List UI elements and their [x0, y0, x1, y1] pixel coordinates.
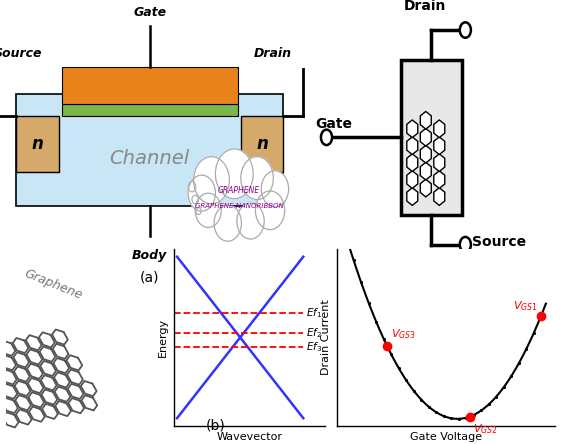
- Text: Body: Body: [132, 249, 167, 262]
- Circle shape: [188, 175, 215, 211]
- Text: n: n: [256, 135, 268, 153]
- Circle shape: [192, 195, 199, 204]
- Text: Source: Source: [471, 235, 526, 250]
- FancyBboxPatch shape: [241, 116, 283, 172]
- Text: Drain: Drain: [254, 47, 292, 60]
- Text: Ef$_1$: Ef$_1$: [306, 306, 323, 320]
- Circle shape: [196, 208, 201, 214]
- FancyBboxPatch shape: [16, 95, 283, 206]
- Circle shape: [255, 191, 285, 230]
- X-axis label: Gate Voltage: Gate Voltage: [410, 432, 482, 442]
- Circle shape: [194, 157, 229, 204]
- Circle shape: [460, 22, 471, 38]
- Circle shape: [237, 203, 264, 239]
- Circle shape: [215, 149, 253, 199]
- Text: GRAPHENE NANORIBBON: GRAPHENE NANORIBBON: [195, 203, 283, 209]
- Circle shape: [195, 193, 221, 227]
- Circle shape: [188, 182, 196, 192]
- Circle shape: [214, 205, 241, 241]
- Text: Graphene: Graphene: [22, 267, 84, 302]
- Text: n: n: [31, 135, 43, 153]
- Text: $V_{GS1}$: $V_{GS1}$: [513, 299, 538, 313]
- Circle shape: [321, 130, 332, 145]
- Circle shape: [460, 237, 471, 252]
- FancyBboxPatch shape: [401, 60, 462, 214]
- Text: $V_{GS3}$: $V_{GS3}$: [391, 328, 416, 341]
- Text: Ef$_2$: Ef$_2$: [306, 326, 323, 340]
- X-axis label: Wavevector: Wavevector: [217, 432, 283, 442]
- Circle shape: [261, 171, 288, 207]
- Text: (a): (a): [140, 270, 159, 285]
- Text: (b): (b): [206, 419, 226, 433]
- FancyBboxPatch shape: [16, 116, 58, 172]
- Y-axis label: Energy: Energy: [158, 318, 168, 357]
- Y-axis label: Drain Current: Drain Current: [321, 300, 331, 375]
- Text: Channel: Channel: [109, 149, 190, 168]
- FancyBboxPatch shape: [62, 67, 237, 104]
- Circle shape: [241, 157, 273, 200]
- Text: Drain: Drain: [404, 0, 447, 13]
- Text: Gate: Gate: [316, 117, 353, 131]
- Text: $V_{GS2}$: $V_{GS2}$: [472, 423, 498, 436]
- Text: Ef$_3$: Ef$_3$: [306, 340, 323, 354]
- Text: Gate: Gate: [133, 6, 166, 20]
- FancyBboxPatch shape: [62, 104, 237, 116]
- Text: Source: Source: [0, 47, 42, 60]
- Text: GRAPHENE: GRAPHENE: [218, 186, 260, 195]
